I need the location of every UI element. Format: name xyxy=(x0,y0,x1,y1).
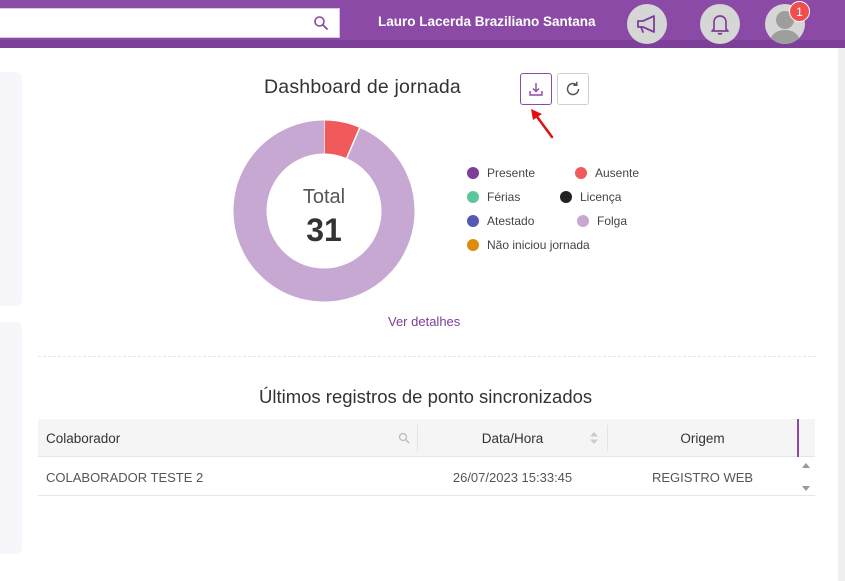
column-label: Colaborador xyxy=(46,430,121,446)
donut-slice-folga[interactable] xyxy=(233,120,415,302)
donut-slice-ausente[interactable] xyxy=(323,120,360,159)
legend-dot xyxy=(467,239,479,251)
legend-label: Folga xyxy=(597,214,628,228)
download-button[interactable] xyxy=(520,73,552,105)
donut-chart xyxy=(233,120,415,302)
sort-icon[interactable] xyxy=(589,431,599,445)
column-separator xyxy=(417,425,418,451)
red-arrow-annotation xyxy=(531,109,554,139)
scroll-down-icon xyxy=(802,486,810,491)
table-scrollbar[interactable] xyxy=(797,458,815,496)
legend-label: Licença xyxy=(580,190,622,204)
side-card-bottom xyxy=(0,322,22,554)
legend-dot xyxy=(560,191,572,203)
legend-item-ferias[interactable]: Férias xyxy=(467,190,520,204)
notification-badge: 1 xyxy=(789,1,810,22)
legend-dot xyxy=(577,215,589,227)
megaphone-icon xyxy=(637,15,655,33)
legend-label: Atestado xyxy=(487,214,535,228)
table-row[interactable]: COLABORADOR TESTE 2 26/07/2023 15:33:45 … xyxy=(38,458,815,496)
legend-item-presente[interactable]: Presente xyxy=(467,166,535,180)
search-box xyxy=(0,8,340,38)
legend-dot xyxy=(467,191,479,203)
cell-origem: REGISTRO WEB xyxy=(651,469,754,485)
legend-label: Férias xyxy=(487,190,521,204)
announcements-button[interactable] xyxy=(627,4,667,44)
cell-data-hora: 26/07/2023 15:33:45 xyxy=(452,469,573,485)
legend-label: Ausente xyxy=(595,166,640,180)
legend-label: Presente xyxy=(487,166,536,180)
legend-item-ausente[interactable]: Ausente xyxy=(575,166,639,180)
column-data-hora[interactable]: Data/Hora xyxy=(418,419,607,457)
column-origem[interactable]: Origem xyxy=(608,419,797,457)
search-input[interactable] xyxy=(0,9,300,37)
legend-dot xyxy=(467,167,479,179)
total-value: 31 xyxy=(306,212,342,248)
cell-colaborador: COLABORADOR TESTE 2 xyxy=(46,469,204,485)
dashboard-title: Dashboard de jornada xyxy=(264,76,461,98)
total-label: Total xyxy=(302,186,346,208)
records-title: Últimos registros de ponto sincronizados xyxy=(259,386,593,407)
legend-item-folga[interactable]: Folga xyxy=(577,214,627,228)
column-search-icon[interactable] xyxy=(398,432,410,444)
side-card-top xyxy=(0,72,22,306)
legend-item-licenca[interactable]: Licença xyxy=(560,190,621,204)
column-label: Origem xyxy=(680,430,725,446)
scroll-up-icon xyxy=(802,463,810,468)
column-resize-handle[interactable] xyxy=(797,419,799,457)
refresh-icon xyxy=(566,81,580,96)
details-link[interactable]: Ver detalhes xyxy=(388,314,461,329)
refresh-button[interactable] xyxy=(557,73,589,105)
top-bar-strip xyxy=(0,40,845,48)
download-icon xyxy=(529,83,543,96)
page-scrollbar[interactable] xyxy=(838,48,845,581)
bell-icon xyxy=(711,15,729,35)
legend-label: Não iniciou jornada xyxy=(487,238,590,252)
donut-separator xyxy=(345,127,361,159)
table-header: Colaborador Data/Hora Origem xyxy=(38,419,815,457)
legend-dot xyxy=(575,167,587,179)
column-separator xyxy=(607,425,608,451)
search-icon[interactable] xyxy=(313,15,329,31)
user-name[interactable]: Lauro Lacerda Braziliano Santana xyxy=(378,14,596,29)
legend-item-nao-iniciou[interactable]: Não iniciou jornada xyxy=(467,238,590,252)
column-colaborador[interactable]: Colaborador xyxy=(46,419,406,457)
legend-dot xyxy=(467,215,479,227)
legend-item-atestado[interactable]: Atestado xyxy=(467,214,534,228)
section-divider xyxy=(38,356,816,357)
column-label: Data/Hora xyxy=(481,430,544,446)
notifications-button[interactable] xyxy=(700,4,740,44)
